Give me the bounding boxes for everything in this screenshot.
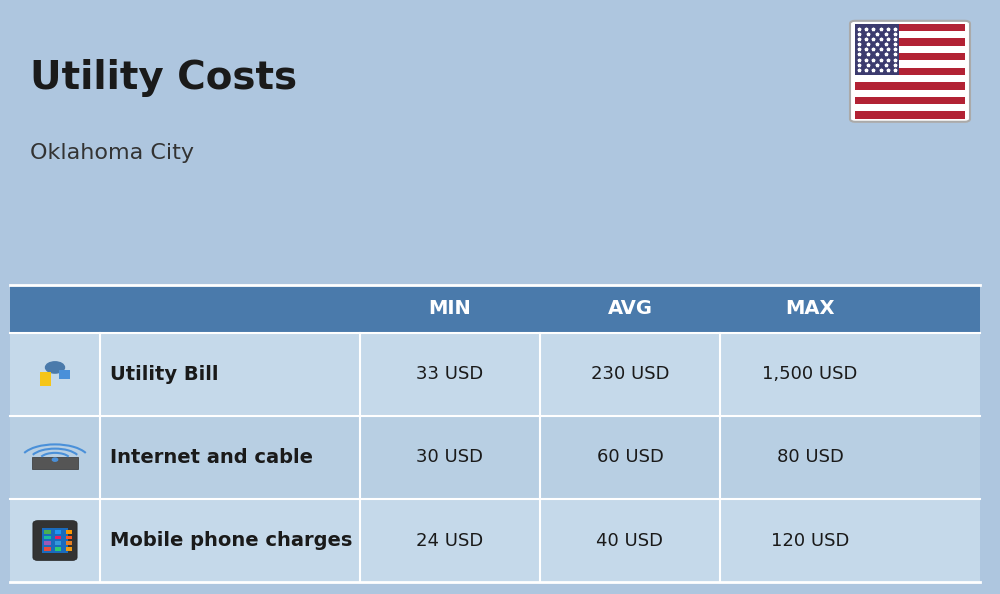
Bar (55, 547, 61, 551)
Text: 40 USD: 40 USD (596, 532, 664, 549)
FancyBboxPatch shape (850, 21, 970, 122)
Text: AVG: AVG (608, 299, 652, 318)
Bar (66, 530, 72, 534)
Bar (44, 541, 51, 545)
Text: 33 USD: 33 USD (416, 365, 484, 383)
Bar (855, 75, 965, 82)
Bar (66, 547, 72, 551)
Bar (855, 97, 965, 104)
Bar (44, 547, 51, 551)
Bar (10, 416, 980, 499)
Bar (855, 39, 965, 46)
Circle shape (52, 458, 58, 461)
Text: 80 USD: 80 USD (777, 448, 843, 466)
Bar (59, 369, 70, 379)
Text: MIN: MIN (429, 299, 471, 318)
FancyBboxPatch shape (33, 520, 77, 561)
Text: Mobile phone charges: Mobile phone charges (110, 531, 352, 550)
Bar (55, 536, 61, 539)
Text: 24 USD: 24 USD (416, 532, 484, 549)
Bar (66, 541, 72, 545)
Bar (855, 90, 965, 97)
Bar (44, 536, 51, 539)
Bar (855, 53, 965, 61)
Bar (10, 285, 980, 333)
Text: 60 USD: 60 USD (597, 448, 663, 466)
Bar (855, 61, 965, 68)
Text: Utility Bill: Utility Bill (110, 365, 218, 384)
Bar (55, 530, 61, 534)
Text: 30 USD: 30 USD (416, 448, 483, 466)
Bar (855, 31, 965, 39)
Bar (855, 24, 965, 31)
Bar (855, 68, 965, 75)
Text: 230 USD: 230 USD (591, 365, 669, 383)
Text: Internet and cable: Internet and cable (110, 448, 313, 467)
Bar (66, 536, 72, 539)
Bar (855, 104, 965, 112)
Bar (855, 82, 965, 90)
Circle shape (46, 362, 64, 373)
Bar (855, 112, 965, 119)
Bar (42, 528, 68, 553)
Bar (855, 24, 899, 75)
Text: Utility Costs: Utility Costs (30, 59, 297, 97)
Text: MAX: MAX (785, 299, 835, 318)
Text: Oklahoma City: Oklahoma City (30, 143, 194, 163)
Text: 1,500 USD: 1,500 USD (762, 365, 858, 383)
Bar (10, 499, 980, 582)
Bar (32, 457, 78, 469)
Bar (10, 333, 980, 416)
Bar (855, 46, 965, 53)
Bar (44, 530, 51, 534)
Bar (40, 372, 51, 386)
Text: 120 USD: 120 USD (771, 532, 849, 549)
Bar (55, 541, 61, 545)
